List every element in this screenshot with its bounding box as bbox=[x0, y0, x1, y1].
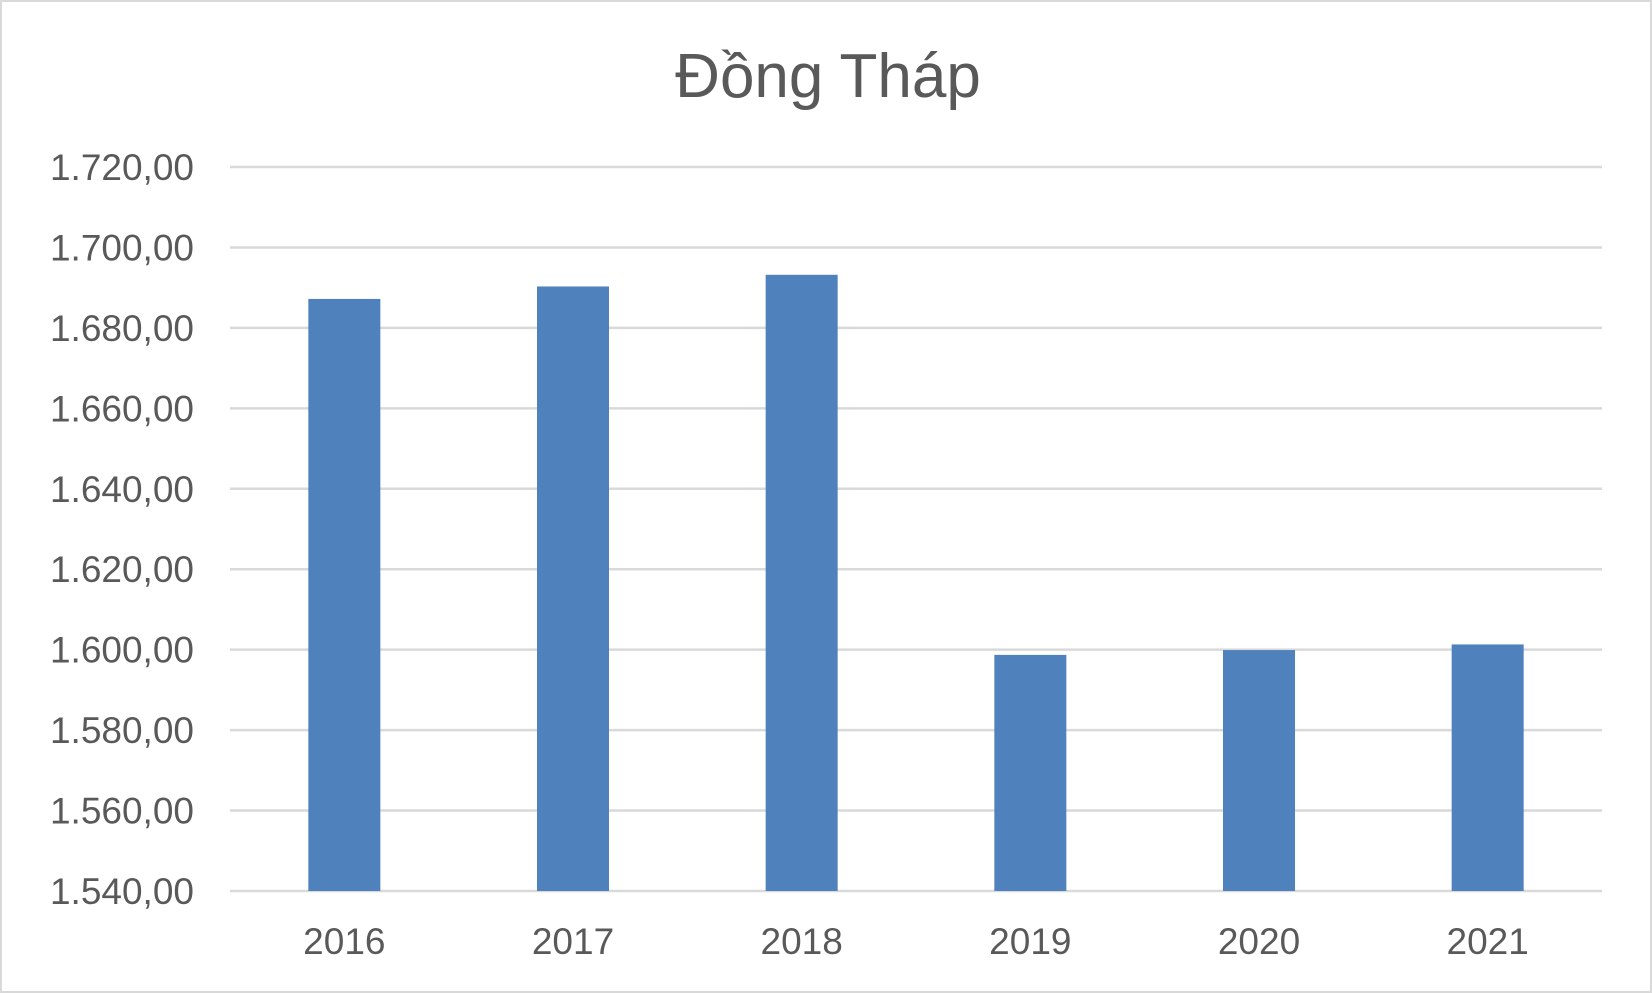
y-tick-label: 1.540,00 bbox=[50, 871, 194, 912]
y-tick-label: 1.660,00 bbox=[50, 388, 194, 429]
bar-2021 bbox=[1451, 644, 1524, 891]
y-tick-label: 1.580,00 bbox=[50, 710, 194, 751]
bar-2016 bbox=[308, 298, 381, 891]
y-tick-label: 1.700,00 bbox=[50, 227, 194, 268]
bar-2018 bbox=[765, 274, 838, 892]
y-tick-label: 1.560,00 bbox=[50, 791, 194, 832]
bar-2020 bbox=[1223, 650, 1295, 891]
x-tick-label: 2017 bbox=[532, 921, 614, 962]
y-tick-label: 1.720,00 bbox=[50, 147, 194, 188]
x-axis-tick-labels: 2016 2017 2018 2019 2020 2021 bbox=[303, 921, 1529, 962]
x-tick-label: 2021 bbox=[1447, 921, 1529, 962]
y-tick-label: 1.600,00 bbox=[50, 630, 194, 671]
bar-2017 bbox=[537, 286, 609, 892]
bar-2019 bbox=[994, 654, 1067, 891]
y-tick-label: 1.680,00 bbox=[50, 308, 194, 349]
x-tick-label: 2019 bbox=[989, 921, 1071, 962]
y-tick-label: 1.620,00 bbox=[50, 549, 194, 590]
y-axis-tick-labels: 1.540,00 1.560,00 1.580,00 1.600,00 1.620,00… bbox=[50, 147, 194, 912]
chart-title: Đồng Tháp bbox=[675, 42, 981, 111]
gridlines bbox=[230, 165, 1602, 893]
y-tick-label: 1.640,00 bbox=[50, 469, 194, 510]
x-tick-label: 2020 bbox=[1218, 921, 1300, 962]
x-tick-label: 2016 bbox=[303, 921, 385, 962]
bars bbox=[308, 274, 1524, 892]
x-tick-label: 2018 bbox=[761, 921, 843, 962]
